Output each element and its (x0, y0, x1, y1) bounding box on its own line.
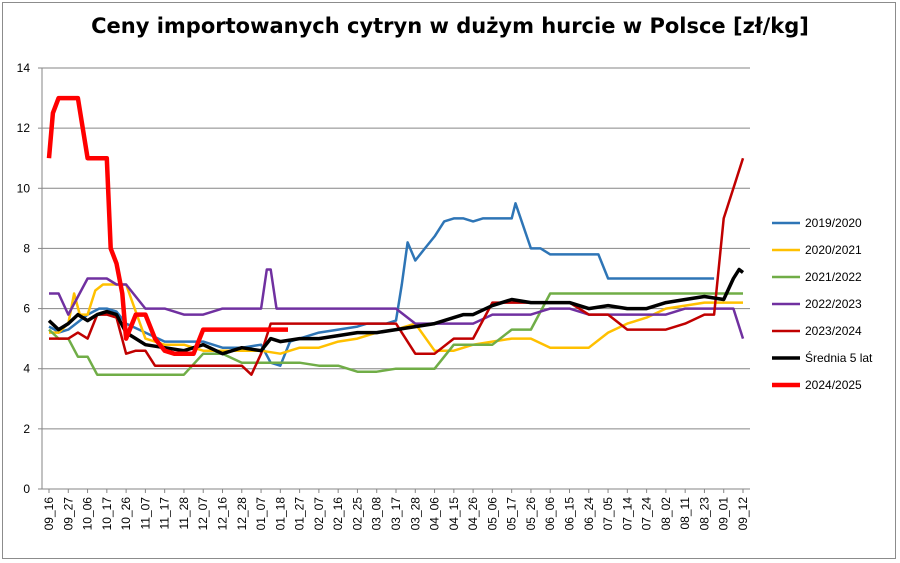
x-tick-label: 08_11 (678, 497, 692, 530)
x-tick-label: 07_05 (601, 497, 615, 531)
legend-label: Średnia 5 lat (805, 350, 873, 365)
legend-label: 2021/2022 (805, 270, 862, 284)
x-tick-label: 10_26 (119, 497, 133, 531)
x-tick-label: 04_15 (447, 497, 461, 531)
x-tick-label: 01_07 (254, 497, 268, 531)
x-tick-label: 02_07 (312, 497, 326, 531)
legend-label: 2022/2023 (805, 297, 862, 311)
x-tick-label: 03_17 (389, 497, 403, 531)
legend-label: 2024/2025 (805, 378, 862, 392)
x-tick-label: 12_28 (235, 497, 249, 531)
series-lines (46, 95, 745, 376)
x-tick-label: 01_27 (293, 497, 307, 531)
x-tick-label: 04_26 (466, 497, 480, 531)
series-line-3 (49, 268, 745, 339)
x-tick-label: 06_06 (543, 497, 557, 531)
y-tick-label: 6 (23, 302, 30, 316)
x-tick-label: 11_17 (158, 497, 172, 530)
legend-label: 2019/2020 (805, 216, 862, 230)
legend-label: 2023/2024 (805, 324, 862, 338)
x-tick-label: 03_08 (370, 497, 384, 531)
y-tick-label: 8 (23, 241, 30, 255)
x-tick-label: 09_01 (717, 497, 731, 531)
series-line-2 (48, 292, 743, 376)
x-axis: 09_16 09_27 10_06 10_17 10_26 11_07 11_17 11_28… (42, 488, 750, 531)
x-tick-label: 09_27 (61, 497, 75, 531)
x-tick-label: 09_12 (736, 497, 750, 531)
x-tick-label: 12_16 (216, 497, 230, 531)
x-tick-label: 03_28 (408, 497, 422, 531)
legend: 2019/2020 2020/2021 2021/2022 2022/2023 2023… (772, 216, 873, 392)
series-line-5 (47, 267, 745, 356)
x-tick-label: 09_16 (42, 497, 56, 531)
x-tick-label: 10_06 (81, 497, 95, 531)
x-tick-label: 02_25 (350, 497, 364, 531)
y-tick-label: 2 (23, 422, 30, 436)
x-tick-label: 06_15 (563, 497, 577, 531)
x-tick-label: 05_26 (524, 497, 538, 531)
x-tick-label: 05_06 (485, 497, 499, 531)
x-tick-label: 11_07 (138, 497, 152, 530)
y-tick-label: 0 (23, 482, 30, 496)
x-tick-label: 11_28 (177, 497, 191, 530)
series-line-1 (49, 283, 743, 355)
x-tick-label: 08_23 (697, 497, 711, 531)
y-axis: 0 2 4 6 8 10 12 14 (17, 61, 43, 496)
x-tick-label: 08_02 (659, 497, 673, 531)
series-line-0 (48, 202, 715, 367)
x-tick-label: 04_06 (428, 497, 442, 531)
x-tick-label: 05_17 (505, 497, 519, 531)
x-tick-label: 07_14 (620, 497, 634, 531)
y-tick-label: 12 (17, 121, 31, 135)
chart-title: Ceny importowanych cytryn w dużym hurcie… (91, 14, 809, 38)
x-tick-label: 12_07 (196, 497, 210, 531)
x-tick-label: 06_24 (582, 497, 596, 531)
series-line-4 (49, 157, 745, 376)
x-tick-label: 07_24 (640, 497, 654, 531)
x-tick-label: 02_16 (331, 497, 345, 531)
series-line-6 (46, 95, 288, 356)
y-tick-label: 4 (23, 362, 30, 376)
y-tick-label: 14 (17, 61, 31, 75)
x-tick-label: 01_18 (273, 497, 287, 531)
legend-label: 2020/2021 (805, 243, 862, 257)
x-tick-label: 10_17 (100, 497, 114, 531)
y-tick-label: 10 (17, 181, 31, 195)
